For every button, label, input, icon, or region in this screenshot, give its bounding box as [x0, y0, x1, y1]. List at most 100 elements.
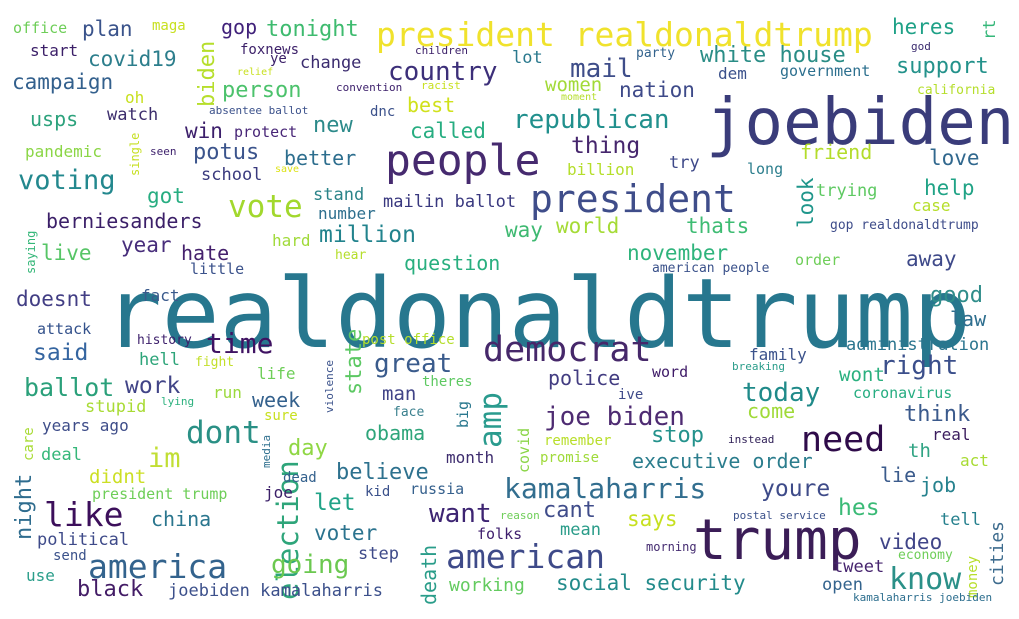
word: god	[911, 40, 931, 53]
word: life	[257, 364, 296, 383]
word: thats	[686, 214, 750, 238]
word: working	[449, 575, 525, 596]
word: person	[222, 78, 302, 103]
word: coronavirus	[853, 384, 953, 402]
word: trying	[816, 181, 878, 201]
word: new	[313, 113, 353, 138]
word: post office	[362, 332, 455, 348]
word: think	[904, 402, 971, 427]
word: foxnews	[240, 42, 300, 58]
word: lie	[880, 463, 917, 487]
word: postal service	[733, 509, 826, 522]
word: ballot	[24, 373, 115, 402]
word: china	[151, 507, 212, 531]
word: order	[795, 251, 841, 269]
word: president	[530, 177, 736, 221]
word: day	[288, 436, 328, 461]
word: going	[271, 550, 350, 580]
word: years ago	[42, 416, 129, 435]
word: said	[33, 340, 89, 366]
word: big	[454, 400, 472, 428]
word: care	[21, 427, 37, 461]
word: million	[319, 222, 416, 248]
word: school	[201, 165, 263, 185]
word: berniesanders	[46, 209, 203, 233]
word: president trump	[92, 485, 228, 503]
word: man	[382, 383, 417, 405]
word: white house	[700, 43, 846, 68]
word: mail	[570, 54, 633, 84]
word: real	[932, 425, 971, 444]
word: gop realdonaldtrump	[830, 218, 979, 233]
word: media	[260, 434, 273, 468]
word: use	[26, 566, 55, 585]
word: didnt	[89, 466, 147, 488]
word: called	[410, 119, 486, 143]
word: case	[912, 196, 951, 215]
word: nation	[619, 78, 695, 102]
word: ye	[270, 51, 287, 67]
word: run	[213, 383, 242, 402]
word: amp	[473, 392, 509, 448]
word: away	[906, 247, 957, 271]
word: realdonaldtrump	[104, 258, 971, 370]
word: win	[185, 119, 223, 143]
word: joebiden kamalaharris	[168, 581, 383, 601]
word: stupid	[85, 397, 147, 417]
word: usps	[30, 107, 79, 131]
word: political	[37, 530, 130, 550]
word: covid	[515, 427, 533, 473]
word: fight	[195, 355, 235, 370]
word: office	[13, 19, 68, 37]
word: kamalaharris joebiden	[853, 591, 993, 604]
word: believe	[336, 460, 429, 485]
word: police	[548, 366, 621, 390]
word: remember	[544, 433, 612, 449]
word: friend	[800, 140, 873, 164]
word: women	[545, 74, 603, 96]
word: act	[960, 451, 989, 470]
word: lot	[512, 48, 543, 68]
word: right	[880, 351, 959, 381]
word: lying	[161, 395, 195, 408]
word: heres	[892, 15, 956, 39]
word: year	[121, 233, 172, 257]
word: little	[190, 260, 245, 278]
word: fact	[141, 286, 180, 305]
word: black	[77, 577, 144, 602]
word: like	[44, 495, 124, 534]
word: attack	[37, 320, 92, 338]
word: mailin ballot	[383, 192, 517, 212]
word: says	[627, 507, 678, 531]
word: work	[125, 373, 181, 399]
word: kamalaharris	[504, 472, 707, 505]
word: america	[88, 547, 228, 586]
word: cities	[987, 520, 1008, 586]
word: president realdonaldtrump	[376, 15, 873, 54]
word: party	[636, 46, 676, 61]
word: help	[924, 176, 975, 200]
word: breaking	[732, 360, 785, 373]
word: need	[801, 420, 886, 460]
word: american people	[652, 261, 770, 276]
word: thing	[571, 133, 641, 159]
word: trump	[693, 508, 862, 573]
word: seen	[150, 145, 177, 158]
word: month	[446, 448, 495, 467]
word: number	[318, 204, 376, 223]
word: economy	[898, 548, 953, 563]
word: stop	[651, 423, 704, 448]
word: mean	[560, 520, 601, 540]
word: send	[53, 548, 87, 564]
word: campaign	[12, 70, 114, 94]
word: joe biden	[544, 402, 685, 432]
word: doesnt	[16, 287, 92, 311]
word: voting	[18, 165, 116, 196]
word: tell	[940, 510, 981, 530]
word: week	[252, 388, 301, 412]
word: live	[41, 241, 92, 265]
word: night	[12, 473, 37, 540]
word: good	[930, 283, 983, 308]
word: hell	[139, 350, 180, 370]
